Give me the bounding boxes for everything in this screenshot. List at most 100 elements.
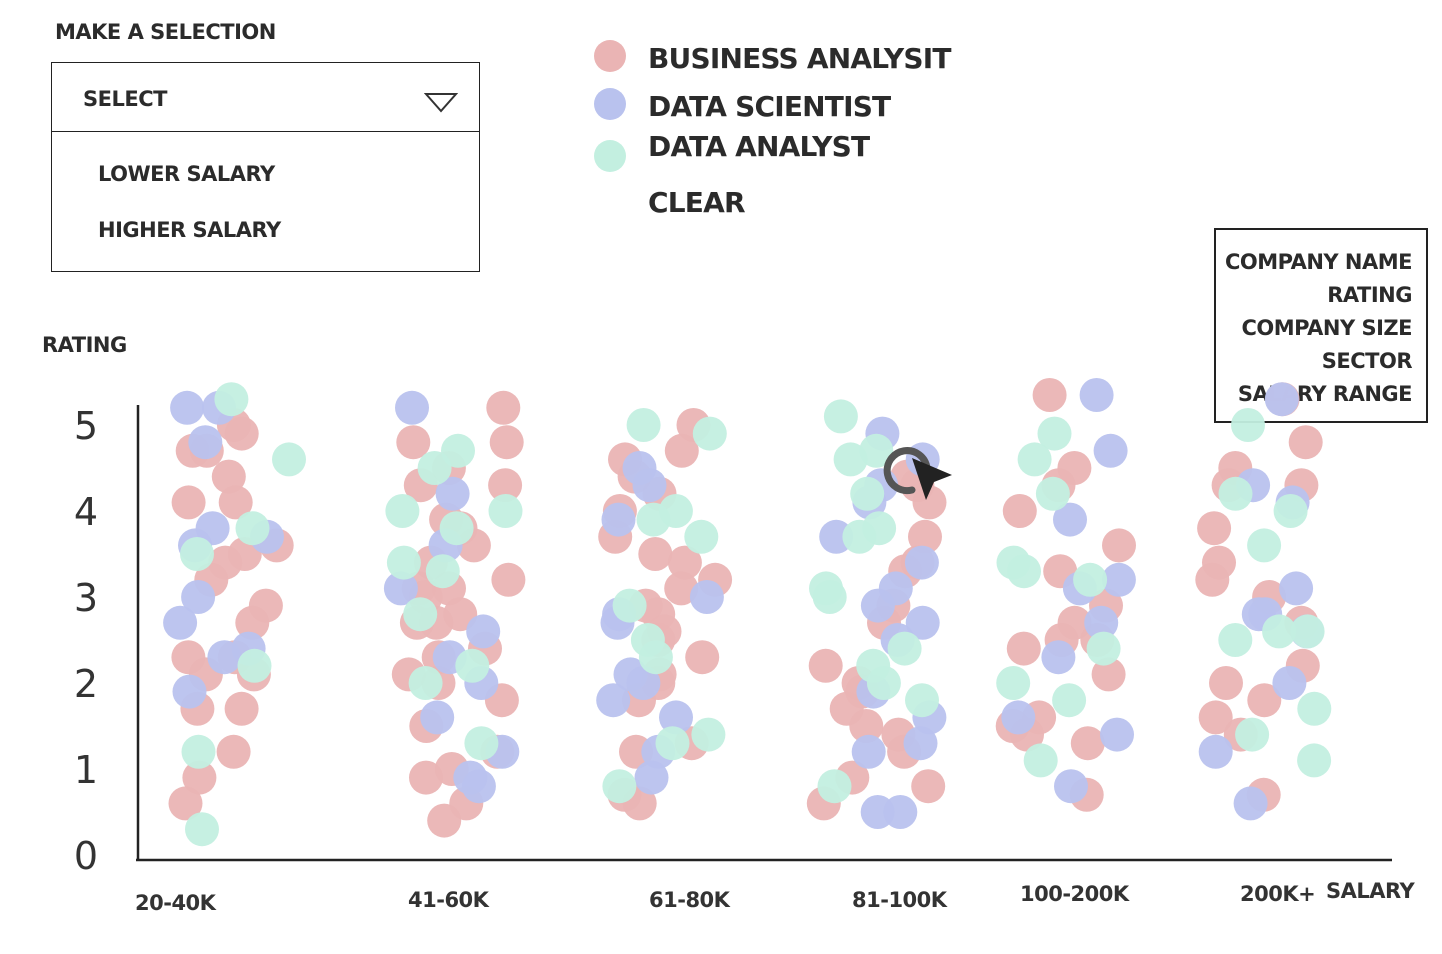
data-point[interactable] <box>214 382 249 417</box>
data-point[interactable] <box>488 468 523 503</box>
data-point[interactable] <box>408 666 443 700</box>
data-point[interactable] <box>1290 614 1325 649</box>
data-point[interactable] <box>441 433 475 468</box>
data-point[interactable] <box>1218 623 1253 657</box>
data-point[interactable] <box>1084 605 1119 640</box>
data-point[interactable] <box>170 390 205 425</box>
data-point[interactable] <box>833 442 868 477</box>
data-point[interactable] <box>466 614 501 649</box>
data-point[interactable] <box>403 597 438 632</box>
data-point[interactable] <box>216 734 251 769</box>
data-point[interactable] <box>272 442 306 477</box>
data-point[interactable] <box>684 519 719 554</box>
data-point[interactable] <box>851 734 886 769</box>
data-point[interactable] <box>817 769 852 804</box>
data-point[interactable] <box>1247 528 1282 563</box>
data-point[interactable] <box>224 691 259 726</box>
data-point[interactable] <box>1053 502 1087 537</box>
data-point[interactable] <box>489 425 524 460</box>
data-point[interactable] <box>1086 631 1121 666</box>
data-point[interactable] <box>1102 528 1136 563</box>
data-point[interactable] <box>996 666 1031 700</box>
data-point[interactable] <box>386 545 421 580</box>
data-point[interactable] <box>207 640 242 675</box>
data-point[interactable] <box>163 605 198 640</box>
data-point[interactable] <box>1233 786 1268 821</box>
data-point[interactable] <box>396 425 431 460</box>
data-point[interactable] <box>168 786 203 821</box>
data-point[interactable] <box>842 519 877 554</box>
data-point[interactable] <box>1218 476 1253 511</box>
data-point[interactable] <box>823 399 858 434</box>
data-point[interactable] <box>638 537 673 571</box>
data-point[interactable] <box>439 511 474 546</box>
data-point[interactable] <box>866 666 901 700</box>
data-point[interactable] <box>626 408 661 442</box>
data-point[interactable] <box>1002 494 1037 528</box>
data-point[interactable] <box>655 726 690 761</box>
data-point[interactable] <box>659 700 693 735</box>
data-point[interactable] <box>211 459 246 494</box>
data-point[interactable] <box>1100 717 1134 752</box>
data-point[interactable] <box>1017 442 1052 477</box>
data-point[interactable] <box>224 416 259 451</box>
data-point[interactable] <box>860 588 895 623</box>
data-point[interactable] <box>1198 700 1233 735</box>
data-point[interactable] <box>632 468 667 503</box>
data-point[interactable] <box>171 485 206 520</box>
data-point[interactable] <box>689 580 724 614</box>
data-point[interactable] <box>181 580 216 614</box>
data-point[interactable] <box>1073 562 1108 597</box>
data-point[interactable] <box>237 648 272 683</box>
data-point[interactable] <box>1264 382 1299 417</box>
data-point[interactable] <box>1279 571 1314 606</box>
data-point[interactable] <box>1041 640 1076 675</box>
data-point[interactable] <box>1195 562 1230 597</box>
data-point[interactable] <box>1262 614 1297 649</box>
data-point[interactable] <box>185 812 219 847</box>
option-lower-salary[interactable]: LOWER SALARY <box>98 162 275 186</box>
data-point[interactable] <box>849 709 884 743</box>
data-point[interactable] <box>385 494 420 528</box>
data-point[interactable] <box>905 605 940 640</box>
data-point[interactable] <box>1001 700 1036 735</box>
data-point[interactable] <box>1209 666 1243 700</box>
data-point[interactable] <box>1091 657 1126 692</box>
data-point[interactable] <box>1231 408 1265 442</box>
data-point[interactable] <box>1052 683 1087 718</box>
data-point[interactable] <box>491 562 526 597</box>
data-point[interactable] <box>409 760 443 795</box>
data-point[interactable] <box>1054 769 1088 804</box>
data-point[interactable] <box>1197 511 1232 546</box>
data-point[interactable] <box>667 545 702 580</box>
data-point[interactable] <box>1247 683 1282 718</box>
data-point[interactable] <box>1288 425 1323 460</box>
data-point[interactable] <box>1032 378 1067 412</box>
data-point[interactable] <box>883 795 918 829</box>
clear-button[interactable]: CLEAR <box>648 186 746 219</box>
data-point[interactable] <box>417 451 452 485</box>
data-point[interactable] <box>427 803 462 838</box>
data-point[interactable] <box>172 674 207 709</box>
data-point[interactable] <box>488 494 523 528</box>
data-point[interactable] <box>181 734 216 769</box>
data-point[interactable] <box>1037 416 1072 451</box>
data-point[interactable] <box>685 640 720 675</box>
data-point[interactable] <box>453 760 488 795</box>
data-point[interactable] <box>235 605 270 640</box>
dropdown-toggle[interactable]: SELECT <box>52 63 479 132</box>
data-point[interactable] <box>887 631 922 666</box>
data-point[interactable] <box>420 700 455 735</box>
data-point[interactable] <box>486 390 521 425</box>
option-higher-salary[interactable]: HIGHER SALARY <box>98 218 281 242</box>
data-point[interactable] <box>455 648 490 683</box>
data-point[interactable] <box>1297 691 1332 726</box>
data-point[interactable] <box>218 485 253 520</box>
data-point[interactable] <box>464 726 499 761</box>
data-point[interactable] <box>908 519 942 554</box>
data-point[interactable] <box>692 416 727 451</box>
data-point[interactable] <box>188 425 223 460</box>
data-point[interactable] <box>602 769 637 804</box>
data-point[interactable] <box>180 537 214 571</box>
data-point[interactable] <box>911 769 946 804</box>
